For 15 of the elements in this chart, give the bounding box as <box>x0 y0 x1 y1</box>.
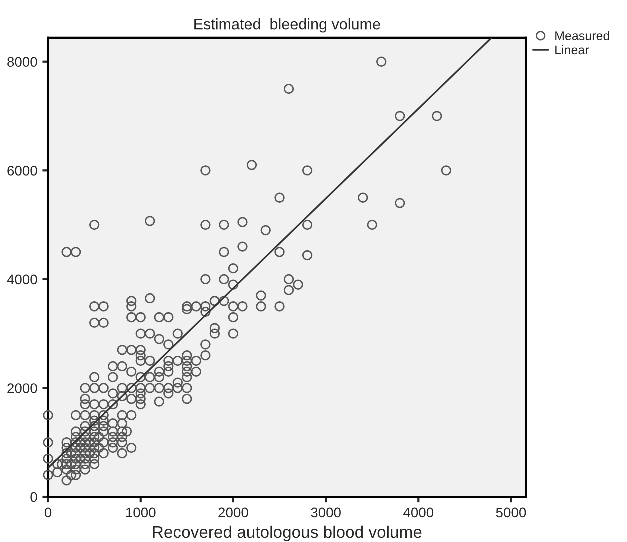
y-tick-label: 0 <box>30 492 38 502</box>
x-tick-label: 3000 <box>311 508 341 518</box>
x-axis-title: Recovered autologous blood volume <box>153 526 422 542</box>
x-tick-label: 0 <box>44 508 52 518</box>
y-tick-label: 8000 <box>8 57 38 68</box>
y-tick-label: 2000 <box>8 384 38 394</box>
legend-label: Measured <box>556 31 610 40</box>
x-tick-label: 4000 <box>404 508 434 518</box>
legend-label: Linear <box>556 45 590 55</box>
y-tick-label: 6000 <box>8 166 38 176</box>
x-tick-label: 5000 <box>496 508 526 518</box>
y-tick-label: 4000 <box>7 274 38 285</box>
x-tick-label: 2000 <box>218 508 248 518</box>
chart-title: Estimated bleeding volume <box>194 18 380 33</box>
x-tick-label: 1000 <box>126 508 156 518</box>
